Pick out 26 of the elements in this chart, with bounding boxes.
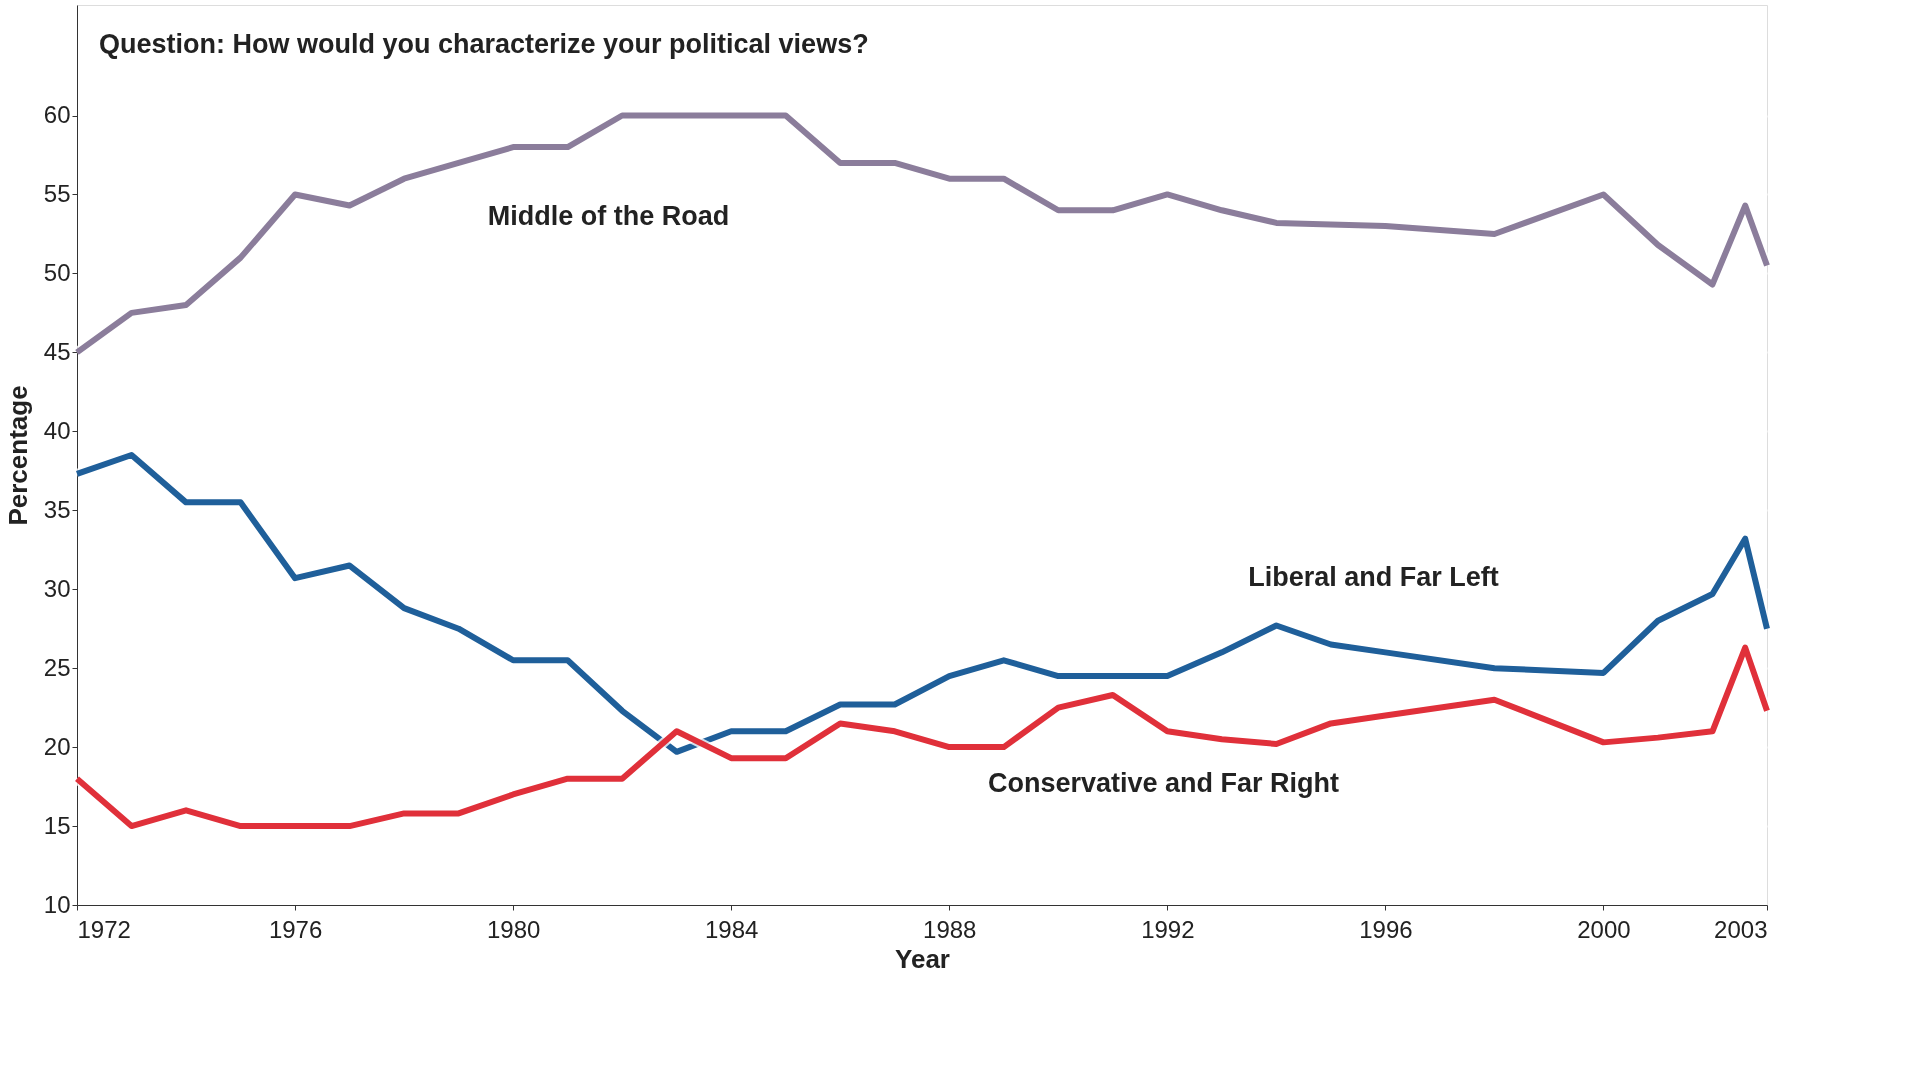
series-label: Middle of the Road [487, 200, 730, 231]
y-tick-label: 60 [43, 101, 71, 129]
y-tick-label: 20 [43, 732, 71, 760]
x-axis-title: Year [895, 943, 950, 974]
x-tick-label: 2000 [1577, 915, 1631, 943]
series-label: Liberal and Far Left [1248, 562, 1499, 593]
series-label: Conservative and Far Right [987, 768, 1339, 799]
x-tick-label: 1980 [486, 915, 541, 943]
y-tick-label: 25 [43, 653, 71, 681]
y-tick-label: 55 [43, 179, 71, 207]
x-tick-label: 1976 [268, 915, 323, 943]
y-tick-label: 30 [43, 574, 71, 602]
y-tick-label: 15 [43, 811, 71, 839]
y-tick-label: 10 [43, 890, 71, 918]
y-tick-label: 40 [43, 416, 71, 444]
x-tick-label: 2003 [1714, 915, 1768, 943]
x-tick-label: 1972 [77, 915, 131, 943]
y-tick-label: 35 [43, 495, 71, 523]
x-tick-label: 1996 [1359, 915, 1413, 943]
annotation: Question: How would you characterize your political views? [99, 29, 869, 59]
y-tick-label: 50 [43, 258, 71, 286]
x-tick-label: 1984 [705, 915, 759, 943]
x-tick-label: 1992 [1141, 915, 1195, 943]
y-axis-title: Percentage [2, 385, 33, 526]
y-tick-label: 45 [43, 337, 71, 365]
x-tick-label: 1988 [923, 915, 977, 943]
